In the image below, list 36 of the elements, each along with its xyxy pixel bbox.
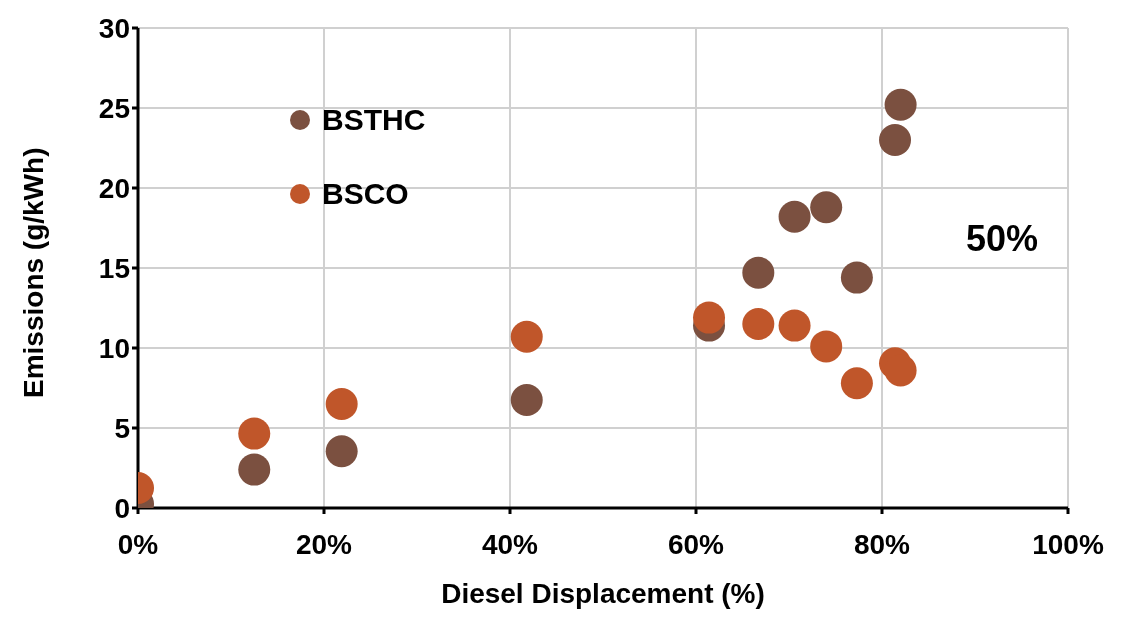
y-tick-label: 5 — [114, 412, 130, 444]
x-tick-label: 40% — [481, 528, 539, 560]
x-tick-label: 0% — [117, 528, 159, 560]
legend-label: BSTHC — [322, 103, 426, 137]
point — [693, 301, 726, 334]
x-axis-title: Diesel Displacement (%) — [441, 578, 765, 609]
y-tick-label: 30 — [98, 12, 130, 44]
x-tick-label: 20% — [295, 528, 353, 560]
point — [778, 309, 811, 342]
y-tick-label: 20 — [98, 172, 130, 204]
y-tick-label: 10 — [98, 332, 130, 364]
y-axis-title: Emissions (g/kWh) — [17, 147, 49, 398]
legend-label: BSCO — [322, 177, 409, 211]
point — [742, 308, 775, 340]
point — [884, 88, 917, 121]
point — [510, 320, 543, 353]
point — [238, 453, 271, 486]
point — [810, 330, 843, 363]
point — [879, 124, 912, 156]
x-tick-label: 60% — [667, 528, 725, 560]
point — [810, 191, 843, 224]
point — [510, 384, 543, 416]
point — [884, 354, 917, 387]
point — [325, 435, 358, 468]
y-tick-label: 15 — [98, 252, 130, 284]
point — [840, 261, 873, 294]
point — [325, 388, 358, 420]
point — [840, 367, 873, 400]
y-tick-label: 25 — [98, 92, 130, 124]
x-tick-label: 80% — [853, 528, 911, 560]
point — [238, 417, 271, 450]
point — [778, 200, 811, 233]
annotation: 50% — [965, 218, 1038, 260]
y-tick-label: 0 — [114, 492, 130, 524]
x-tick-label: 100% — [1032, 528, 1104, 560]
point — [742, 256, 775, 289]
